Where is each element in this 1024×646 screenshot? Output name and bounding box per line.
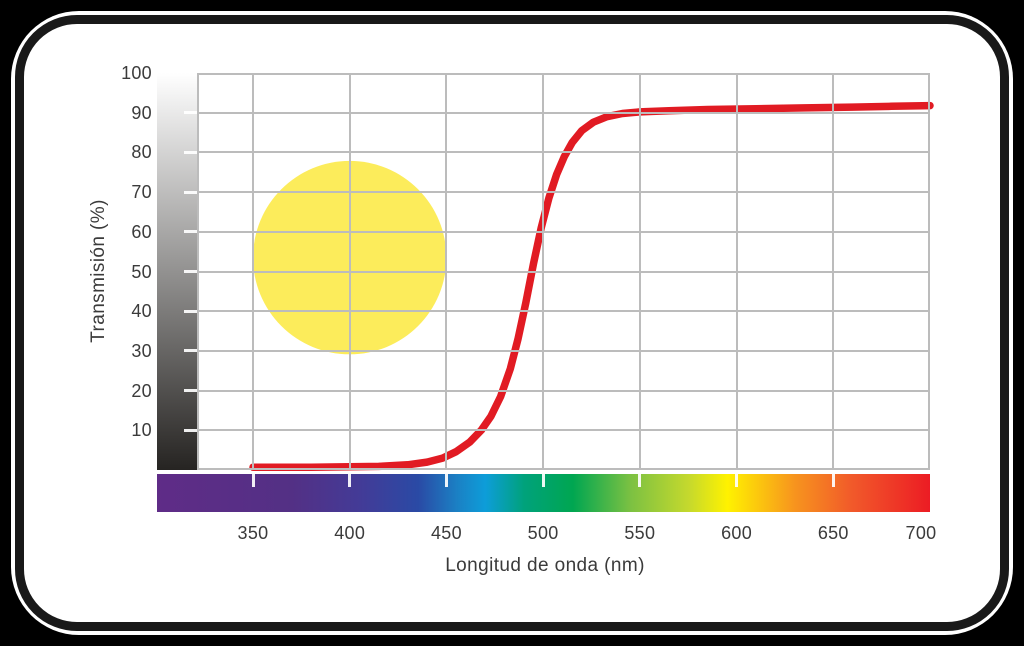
y-axis-tick-mark xyxy=(184,150,197,154)
y-tick-label: 70 xyxy=(131,182,152,203)
h-gridline xyxy=(197,191,930,194)
x-axis-tick-mark xyxy=(831,474,835,487)
x-axis-tick-mark xyxy=(444,474,448,487)
x-tick-label: 400 xyxy=(334,523,366,543)
y-tick-label: 10 xyxy=(131,420,152,441)
h-gridline xyxy=(197,111,930,114)
v-gridline xyxy=(445,73,448,470)
x-tick-label: 500 xyxy=(527,523,559,543)
y-tick-label: 90 xyxy=(131,102,152,123)
y-tick-label: 30 xyxy=(131,340,152,361)
v-gridline xyxy=(638,73,641,470)
y-tick-label: 50 xyxy=(131,261,152,282)
x-tick-label: 600 xyxy=(721,523,753,543)
y-axis-tick-mark xyxy=(184,349,197,353)
y-axis-tick-mark xyxy=(184,428,197,432)
x-axis-tick-mark xyxy=(251,474,255,487)
y-tick-label: 80 xyxy=(131,142,152,163)
y-tick-label: 20 xyxy=(131,380,152,401)
y-axis-tick-mark xyxy=(184,111,197,115)
x-axis-tick-mark xyxy=(735,474,739,487)
x-axis-tick-mark xyxy=(638,474,642,487)
v-gridline xyxy=(542,73,545,470)
y-tick-label: 60 xyxy=(131,221,152,242)
h-gridline xyxy=(197,429,930,432)
x-tick-label: 700 xyxy=(905,523,937,543)
y-axis-tick-mark xyxy=(184,309,197,313)
v-gridline xyxy=(252,73,254,470)
v-gridline xyxy=(832,73,835,470)
y-axis-tick-mark xyxy=(184,389,197,393)
y-axis-tick-mark xyxy=(184,270,197,273)
h-gridline xyxy=(197,230,930,233)
h-gridline xyxy=(197,349,930,352)
x-axis-tick-mark xyxy=(541,474,545,487)
y-tick-label: 40 xyxy=(131,301,152,322)
y-tick-label: 100 xyxy=(121,63,152,83)
x-tick-label: 650 xyxy=(817,523,849,543)
x-tick-label: 450 xyxy=(430,523,462,543)
h-gridline xyxy=(197,310,930,313)
h-gridline xyxy=(197,270,930,273)
v-gridline xyxy=(735,73,738,470)
y-axis-tick-mark xyxy=(184,190,197,194)
v-gridline xyxy=(348,73,351,470)
x-tick-label: 350 xyxy=(237,523,269,543)
x-tick-label: 550 xyxy=(624,523,656,543)
x-axis-title: Longitud de onda (nm) xyxy=(445,555,645,576)
x-axis-tick-mark xyxy=(348,474,352,487)
h-gridline xyxy=(197,151,930,154)
h-gridline xyxy=(197,389,930,392)
y-axis-tick-mark xyxy=(184,230,197,234)
